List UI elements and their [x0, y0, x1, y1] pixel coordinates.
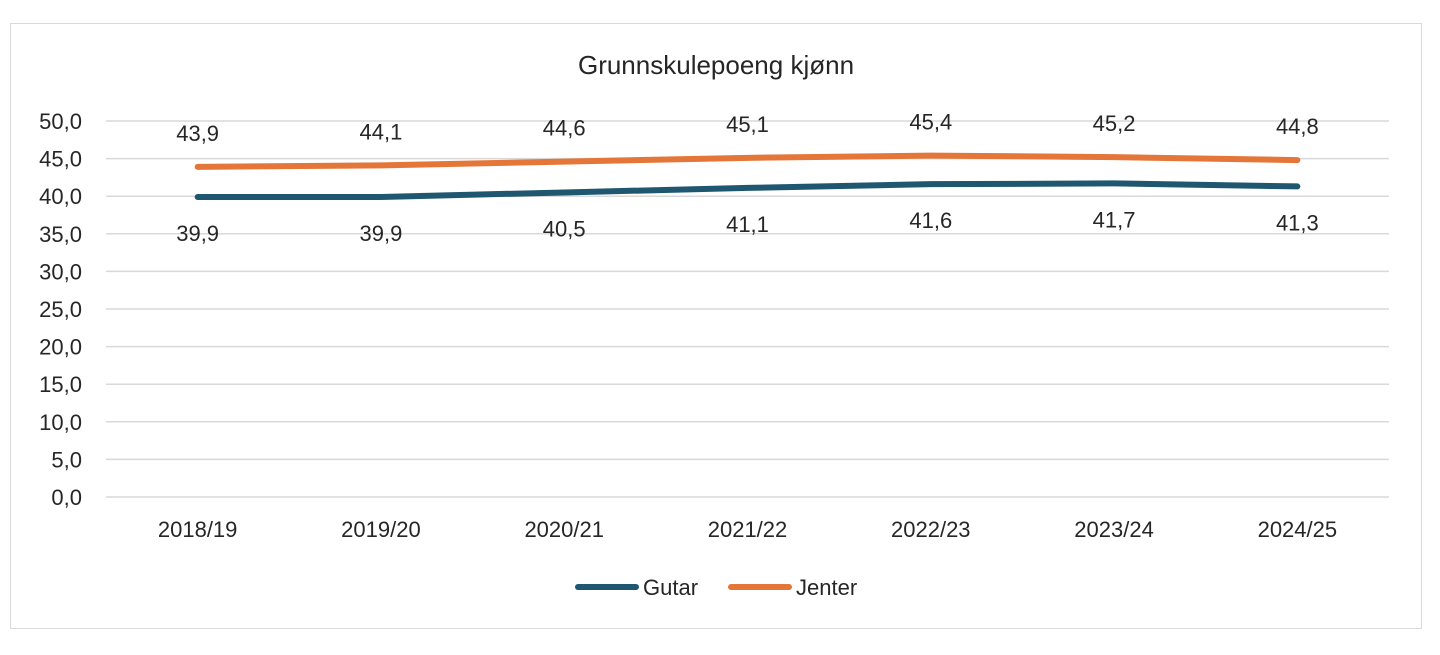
x-tick-label: 2023/24 [1074, 517, 1154, 542]
data-label: 43,9 [176, 121, 219, 146]
legend-label-jenter: Jenter [796, 575, 857, 600]
grid-lines [106, 120, 1389, 498]
chart-frame [10, 23, 1422, 629]
data-labels: 39,9 39,9 40,5 41,1 41,6 41,7 41,3 43,9 44,1 44,6… [176, 110, 1319, 246]
y-tick-label: 50,0 [39, 109, 82, 134]
y-tick-label: 20,0 [39, 335, 82, 360]
legend: Gutar Jenter [575, 575, 857, 600]
data-label: 41,6 [909, 208, 952, 233]
series-lines [194, 152, 1301, 200]
y-axis-ticks: 0,0 5,0 10,0 15,0 20,0 25,0 30,0 35,0 40,0 45,0 50… [39, 109, 82, 510]
series-line-gutar [194, 180, 1301, 200]
data-label: 39,9 [360, 221, 403, 246]
x-tick-label: 2021/22 [708, 517, 788, 542]
y-tick-label: 15,0 [39, 372, 82, 397]
data-label: 41,3 [1276, 210, 1319, 235]
data-label: 45,1 [726, 112, 769, 137]
y-tick-label: 10,0 [39, 410, 82, 435]
data-label: 45,2 [1093, 111, 1136, 136]
data-label: 44,8 [1276, 114, 1319, 139]
y-tick-label: 35,0 [39, 222, 82, 247]
legend-label-gutar: Gutar [643, 575, 698, 600]
x-tick-label: 2020/21 [524, 517, 604, 542]
chart-title: Grunnskulepoeng kjønn [578, 50, 854, 80]
data-label: 39,9 [176, 221, 219, 246]
x-tick-label: 2019/20 [341, 517, 421, 542]
data-label: 44,1 [360, 119, 403, 144]
series-line-jenter [194, 152, 1301, 170]
x-tick-label: 2018/19 [158, 517, 238, 542]
y-tick-label: 30,0 [39, 259, 82, 284]
data-label: 44,6 [543, 116, 586, 141]
y-tick-label: 45,0 [39, 147, 82, 172]
x-tick-label: 2024/25 [1258, 517, 1338, 542]
x-tick-label: 2022/23 [891, 517, 971, 542]
y-tick-label: 0,0 [51, 485, 82, 510]
y-tick-label: 5,0 [51, 447, 82, 472]
data-label: 41,7 [1093, 207, 1136, 232]
data-label: 45,4 [909, 110, 952, 135]
data-label: 40,5 [543, 216, 586, 241]
y-tick-label: 25,0 [39, 297, 82, 322]
data-label: 41,1 [726, 212, 769, 237]
x-axis-ticks: 2018/19 2019/20 2020/21 2021/22 2022/23 2023/… [158, 517, 1337, 542]
y-tick-label: 40,0 [39, 184, 82, 209]
